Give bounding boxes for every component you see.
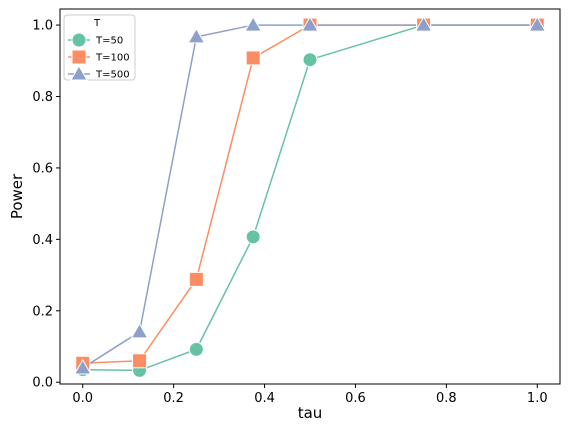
y-tick-label: 0.2 bbox=[32, 304, 53, 319]
data-point-t-500 bbox=[414, 16, 433, 32]
axes-frame bbox=[59, 8, 561, 385]
legend: T T=50 T=100 T=500 bbox=[63, 14, 136, 81]
legend-marker-t-500 bbox=[70, 64, 88, 81]
y-tick-label: 0.4 bbox=[32, 233, 53, 248]
legend-marker-t-50 bbox=[71, 32, 87, 48]
x-tick-label: 0.2 bbox=[163, 391, 184, 406]
y-tick-label: 0.6 bbox=[32, 161, 53, 176]
plot-area bbox=[73, 16, 547, 378]
y-tick-label: 0.0 bbox=[32, 376, 53, 391]
x-tick-label: 0.4 bbox=[254, 391, 275, 406]
y-tick-label: 0.8 bbox=[32, 90, 53, 105]
data-point-t-500 bbox=[244, 16, 263, 32]
data-point-t-500 bbox=[301, 16, 319, 32]
y-axis-label: Power bbox=[8, 173, 26, 219]
legend-label-t-50: T=50 bbox=[95, 36, 123, 47]
x-tick-label: 0.0 bbox=[72, 391, 93, 406]
x-tick-label: 1.0 bbox=[527, 391, 548, 406]
data-point-t-100 bbox=[245, 50, 261, 66]
data-point-t-500 bbox=[130, 322, 149, 339]
legend-marker-t-100 bbox=[71, 49, 87, 65]
data-point-t-50 bbox=[245, 229, 261, 245]
y-tick-label: 1.0 bbox=[32, 19, 53, 34]
data-point-t-50 bbox=[302, 52, 318, 68]
legend-title: T bbox=[93, 18, 101, 29]
x-tick-label: 0.8 bbox=[436, 391, 457, 406]
x-axis-label: tau bbox=[298, 404, 323, 422]
data-point-t-500 bbox=[528, 16, 547, 32]
legend-label-t-100: T=100 bbox=[95, 53, 130, 64]
data-point-t-500 bbox=[73, 358, 92, 375]
axes: 0.0 0.2 0.4 0.6 0.8 1.0 0.0 0.2 0.4 0.6 0.8 1.0 bbox=[32, 8, 561, 406]
data-point-t-100 bbox=[188, 271, 204, 287]
data-point-t-100 bbox=[132, 353, 148, 369]
legend-label-t-500: T=500 bbox=[95, 70, 130, 81]
data-point-t-50 bbox=[188, 341, 204, 357]
x-tick-label: 0.6 bbox=[345, 391, 366, 406]
data-point-t-500 bbox=[187, 27, 206, 44]
